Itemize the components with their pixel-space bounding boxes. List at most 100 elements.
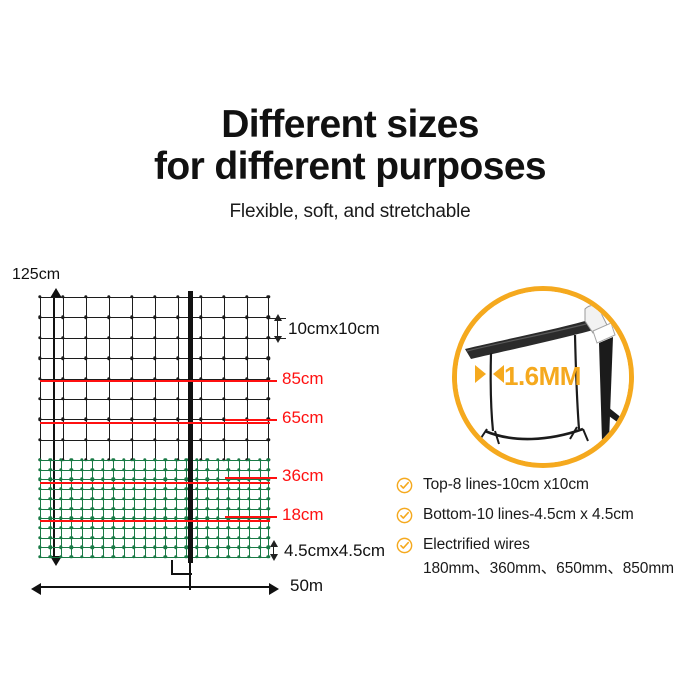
- mesh-knot: [199, 315, 203, 320]
- mesh-knot: [101, 555, 105, 559]
- mesh-knot: [48, 526, 53, 530]
- mesh-knot: [59, 467, 63, 472]
- page-title-line-2: for different purposes: [154, 145, 547, 188]
- mesh-knot: [84, 356, 88, 360]
- mesh-knot: [38, 467, 42, 472]
- mesh-knot: [142, 526, 147, 530]
- check-circle-icon: [396, 507, 413, 524]
- mesh-knot: [247, 487, 251, 491]
- mesh-knot: [38, 458, 42, 462]
- heading-block: Different sizes for different purposes F…: [0, 104, 700, 223]
- mesh-knot: [184, 477, 189, 482]
- mesh-knot: [174, 458, 178, 462]
- mesh-knot: [153, 516, 157, 520]
- mesh-knot: [163, 516, 168, 520]
- mesh-knot: [48, 477, 53, 482]
- mesh-knot: [107, 376, 111, 381]
- mesh-knot: [107, 315, 111, 320]
- mesh-knot: [199, 356, 203, 360]
- mesh-knot: [247, 545, 251, 549]
- mesh-knot: [132, 535, 136, 540]
- mesh-knot: [59, 506, 63, 511]
- electrified-wire-line: [40, 380, 270, 383]
- mesh-knot: [153, 356, 157, 360]
- mesh-knot: [153, 376, 157, 381]
- mesh-knot: [153, 497, 157, 501]
- mesh-knot: [199, 397, 203, 401]
- mesh-knot: [245, 437, 249, 442]
- mesh-knot: [266, 506, 271, 511]
- mesh-knot: [121, 477, 126, 482]
- mesh-knot: [69, 506, 74, 511]
- mesh-knot: [111, 545, 115, 549]
- mesh-knot: [163, 526, 168, 530]
- mesh-knot: [38, 417, 42, 421]
- mesh-knot: [69, 497, 74, 501]
- mesh-knot: [111, 555, 115, 559]
- mesh-knot: [216, 497, 220, 501]
- mesh-knot: [176, 437, 180, 442]
- mesh-knot: [205, 497, 209, 501]
- mesh-knot: [80, 555, 84, 559]
- wire-diameter-label: 1.6MM: [504, 361, 581, 391]
- mesh-knot: [90, 487, 94, 491]
- mesh-bottom-section: [38, 458, 271, 559]
- chevron-right-icon: [493, 365, 504, 383]
- mesh-knot: [111, 526, 115, 530]
- mesh-knot: [266, 397, 271, 401]
- mesh-knot: [107, 437, 111, 442]
- mesh-knot: [153, 545, 157, 549]
- mesh-knot: [153, 467, 157, 472]
- mesh-knot: [236, 545, 241, 549]
- mesh-knot: [226, 526, 230, 530]
- mesh-knot: [84, 315, 88, 320]
- width-dimension-label: 50m: [290, 576, 324, 595]
- mesh-knot: [216, 526, 220, 530]
- mesh-knot: [222, 417, 226, 421]
- mesh-knot: [48, 545, 53, 549]
- mesh-knot: [226, 487, 230, 491]
- mesh-knot: [142, 516, 147, 520]
- mesh-knot: [222, 437, 226, 442]
- mesh-knot: [245, 376, 249, 381]
- wire-leader-18: [225, 516, 277, 518]
- mesh-knot: [38, 356, 42, 360]
- mesh-knot: [257, 526, 262, 530]
- mesh-knot: [222, 315, 226, 320]
- mesh-knot: [266, 376, 271, 381]
- mesh-knot: [107, 356, 111, 360]
- mesh-knot: [247, 467, 251, 472]
- electrified-wire-line: [40, 421, 270, 424]
- mesh-knot: [216, 506, 220, 511]
- mesh-knot: [216, 535, 220, 540]
- mesh-knot: [142, 535, 147, 540]
- wire-leader-65: [225, 419, 277, 421]
- mesh-knot: [132, 477, 136, 482]
- wire-label-36: 36cm: [282, 466, 324, 485]
- mesh-knot: [142, 487, 147, 491]
- mesh-knot: [130, 397, 134, 401]
- mesh-knot: [142, 497, 147, 501]
- list-item: Top-8 lines-10cm x10cm: [396, 476, 696, 494]
- mesh-knot: [236, 477, 241, 482]
- mesh-knot: [257, 477, 262, 482]
- mesh-knot: [59, 458, 63, 462]
- mesh-knot: [38, 535, 42, 540]
- mesh-knot: [90, 545, 94, 549]
- mesh-knot: [84, 397, 88, 401]
- mesh-knot: [163, 467, 168, 472]
- mesh-knot: [59, 545, 63, 549]
- mesh-knot: [59, 497, 63, 501]
- mesh-knot: [142, 458, 147, 462]
- list-item: Electrified wires: [396, 536, 696, 554]
- mesh-knot: [101, 526, 105, 530]
- mesh-knot: [163, 555, 168, 559]
- mesh-knot: [205, 477, 209, 482]
- mesh-knot: [38, 315, 42, 320]
- mesh-knot: [38, 526, 42, 530]
- mesh-knot: [184, 545, 189, 549]
- mesh-knot: [111, 535, 115, 540]
- wire-leader-36: [225, 477, 277, 479]
- mesh-knot: [84, 336, 88, 340]
- mesh-top-section: [38, 295, 271, 462]
